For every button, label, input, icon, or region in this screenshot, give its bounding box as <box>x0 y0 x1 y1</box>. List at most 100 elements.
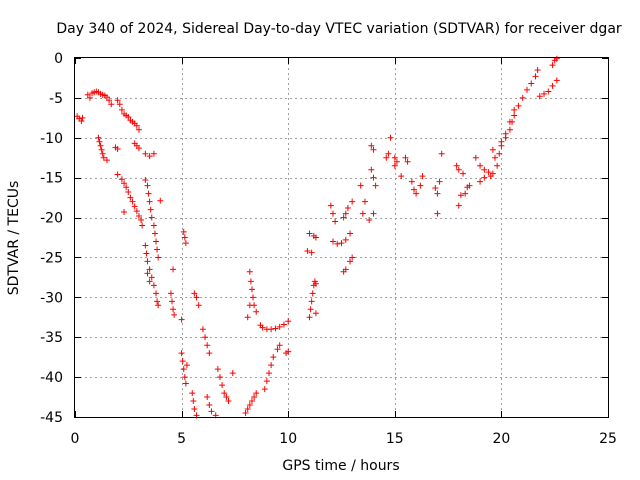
x-tick-label: 10 <box>279 431 297 447</box>
data-point <box>312 234 319 241</box>
data-points <box>74 55 560 419</box>
data-point <box>502 130 509 137</box>
y-tick-label: -20 <box>40 211 63 227</box>
data-point <box>157 197 164 204</box>
data-point <box>511 112 518 119</box>
y-tick-label: -25 <box>40 250 63 266</box>
data-point <box>404 158 411 165</box>
data-point <box>191 290 198 297</box>
data-point <box>95 134 102 141</box>
data-point <box>155 254 162 261</box>
data-point <box>329 238 336 245</box>
data-point <box>309 290 316 297</box>
data-point <box>202 334 209 341</box>
data-point <box>359 210 366 217</box>
axis-ticks <box>75 58 609 418</box>
data-point <box>307 306 314 313</box>
data-point <box>125 189 132 196</box>
data-point <box>103 94 110 101</box>
y-tick-label: 0 <box>54 51 63 67</box>
data-point <box>453 162 460 169</box>
data-point <box>553 55 560 62</box>
data-point <box>142 150 149 157</box>
data-point <box>154 298 161 305</box>
data-point <box>261 386 268 393</box>
data-point <box>229 370 236 377</box>
data-point <box>536 93 543 100</box>
data-point <box>523 86 530 93</box>
data-point <box>143 250 150 257</box>
data-point <box>183 362 190 369</box>
data-point <box>179 358 186 365</box>
data-point <box>506 126 513 133</box>
data-point <box>349 198 356 205</box>
data-point <box>144 182 151 189</box>
data-point <box>204 394 211 401</box>
data-point <box>274 346 281 353</box>
data-point <box>304 248 311 255</box>
y-tick-label: -40 <box>40 370 63 386</box>
data-point <box>148 274 155 281</box>
data-point <box>145 190 152 197</box>
data-point <box>549 62 556 69</box>
data-point <box>361 198 368 205</box>
data-point <box>285 348 292 355</box>
data-point <box>78 118 85 125</box>
data-point <box>263 378 270 385</box>
data-point <box>391 154 398 161</box>
data-point <box>133 122 140 129</box>
data-point <box>306 314 313 321</box>
data-point <box>246 268 253 275</box>
data-point <box>312 310 319 317</box>
data-point <box>146 278 153 285</box>
data-point <box>114 145 121 152</box>
data-point <box>496 150 503 157</box>
data-point <box>457 192 464 199</box>
data-point <box>195 302 202 309</box>
data-point <box>528 80 535 87</box>
data-point <box>181 234 188 241</box>
data-point <box>366 216 373 223</box>
data-point <box>146 198 153 205</box>
data-point <box>253 390 260 397</box>
data-point <box>171 311 178 318</box>
data-point <box>398 173 405 180</box>
data-point <box>344 204 351 211</box>
data-point <box>242 410 249 417</box>
data-point <box>477 178 484 185</box>
x-tick-label: 0 <box>71 431 80 447</box>
data-point <box>189 390 196 397</box>
data-point <box>100 154 107 161</box>
data-point <box>349 254 356 261</box>
data-point <box>170 306 177 313</box>
data-point <box>372 182 379 189</box>
data-point <box>434 190 441 197</box>
data-point <box>219 382 226 389</box>
data-point <box>368 166 375 173</box>
data-point <box>214 366 221 373</box>
data-point <box>193 294 200 301</box>
data-point <box>223 394 230 401</box>
data-point <box>410 186 417 193</box>
data-point <box>98 146 105 153</box>
data-point <box>79 114 86 121</box>
grid-horizontal <box>75 98 608 378</box>
data-point <box>216 374 223 381</box>
data-point <box>332 218 339 225</box>
data-point <box>308 249 315 256</box>
data-point <box>515 102 522 109</box>
data-point <box>438 150 445 157</box>
y-tick-label: -30 <box>40 290 63 306</box>
data-point <box>383 154 390 161</box>
data-point <box>97 142 104 149</box>
data-point <box>270 354 277 361</box>
data-point <box>466 182 473 189</box>
data-point <box>370 174 377 181</box>
data-point <box>180 366 187 373</box>
data-point <box>250 294 257 301</box>
data-point <box>146 266 153 273</box>
data-point <box>259 324 266 331</box>
data-point <box>182 380 189 387</box>
